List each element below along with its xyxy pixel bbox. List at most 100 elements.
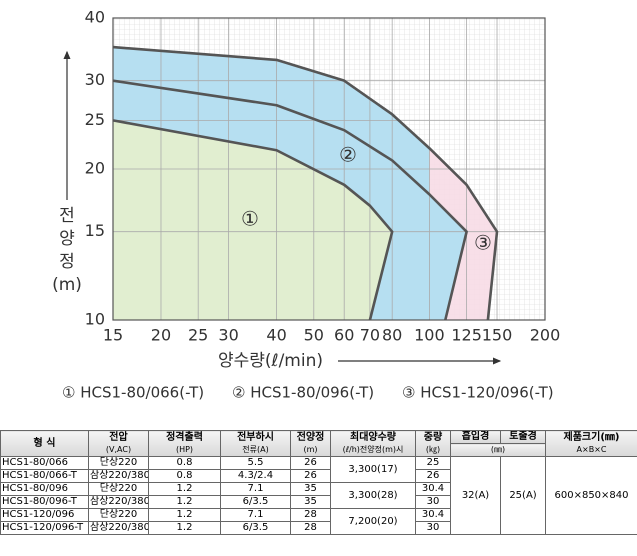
header-title: 전부하시 [237,431,274,443]
table-cell: 32(A) [450,456,501,535]
y-tick-label: 10 [85,310,105,329]
y-tick-label: 20 [85,159,105,178]
model-name: HCS1-120/096 [0,508,89,522]
model-name: HCS1-80/096-T [0,495,89,509]
model-name: HCS1-80/096 [0,482,89,496]
curve [112,45,499,321]
header-title: 토출경 [509,431,537,443]
header-unit: (㎏) [425,444,441,454]
header-title: 전양정 [296,431,325,443]
table-cell: 26 [290,456,331,470]
table-cell: 삼상220/380 [88,495,149,509]
header-title: 최대양수량 [350,431,396,443]
table-cell: 3,300(28) [330,482,416,509]
table-cell: 단상220 [88,482,149,496]
x-tick-label: 60 [334,326,354,345]
table-cell: 0.8 [148,456,221,470]
y-tick-label: 30 [85,70,105,89]
x-axis-label: 양수량(ℓ/min) [218,351,323,371]
table-cell: 1.2 [148,482,221,496]
table-cell: 25(A) [500,456,546,535]
x-tick-label: 50 [304,326,324,345]
model-name: HCS1-80/066-T [0,469,89,483]
header-title: 형 식 [33,437,56,449]
table-cell: 6/3.5 [220,495,291,509]
x-tick-label: 40 [266,326,286,345]
plot-border [112,17,546,321]
curve [112,79,468,321]
header-title: 흡입경 [461,431,490,443]
table-cell: 삼상220/380 [88,521,149,535]
header-cell: 형 식 [0,430,89,457]
header-title: 정격출력 [166,431,203,443]
header-cell: 전압 (V,AC) [88,430,149,457]
spec-table: 형 식 전압 (V,AC) 정격출력 (HP) 전부하시 전류(A) 전양정 (m) 최대양수량(… [0,430,637,535]
table-cell: 단상220 [88,456,149,470]
y-tick-label: 25 [85,110,105,129]
table-cell: 600×850×840 [545,456,637,535]
table-cell: 0.8 [148,469,221,483]
legend-entry: ③ HCS1-120/096(-T) [402,384,554,402]
x-tick-label: 150 [482,326,513,345]
legend-entry: ② HCS1-80/096(-T) [232,384,374,402]
table-cell: 30 [415,495,451,509]
table-cell: 4.3/2.4 [220,469,291,483]
x-tick-label: 30 [218,326,238,345]
header-unit: (ℓ/h)전양정(m)시 [342,444,404,454]
table-cell: 30.4 [415,482,451,496]
table-cell: 35 [290,495,331,509]
table-cell: 35 [290,482,331,496]
x-tick-label: 200 [530,326,561,345]
table-cell: 28 [290,508,331,522]
table-cell: 1.2 [148,508,221,522]
header-title: 전압 [109,431,128,443]
header-cell: 흡입경 [450,430,501,444]
x-tick-label: 25 [188,326,208,345]
table-cell: 7.1 [220,482,291,496]
table-cell: 26 [415,469,451,483]
y-tick-label: 15 [85,221,105,240]
header-cell: 토출경 [500,430,546,444]
header-cell: 중량 (㎏) [415,430,451,457]
header-unit: 전류(A) [242,444,269,454]
y-axis-label: 전 [59,206,75,226]
area-band [113,47,430,195]
table-cell: 단상220 [88,508,149,522]
table-cell: 30 [415,521,451,535]
header-unit: A×B×C [576,444,607,454]
table-cell: 6/3.5 [220,521,291,535]
header-cell: 최대양수량 (ℓ/h)전양정(m)시 [330,430,416,457]
table-cell: 25 [415,456,451,470]
x-tick-label: 80 [382,326,402,345]
model-name: HCS1-120/096-T [0,521,89,535]
header-cell: 정격출력 (HP) [148,430,221,457]
header-title: 중량 [423,431,443,443]
table-cell: 삼상220/380 [88,469,149,483]
table-cell: 1.2 [148,521,221,535]
x-tick-label: 100 [414,326,445,345]
table-cell: 28 [290,521,331,535]
x-tick-label: 125 [451,326,482,345]
table-cell: 30.4 [415,508,451,522]
header-unit: (HP) [175,444,194,454]
curve-label: ① [241,207,259,231]
area-fill [113,120,393,320]
header-unit: (㎜) [450,443,546,457]
x-tick-label: 15 [103,326,123,345]
header-title: 제품크기(㎜) [563,431,620,443]
header-cell: 전부하시 전류(A) [220,430,291,457]
curve-label: ③ [474,231,492,255]
table-cell: 26 [290,469,331,483]
y-axis-label: 정 [59,252,75,272]
x-tick-label: 70 [360,326,380,345]
y-axis-label: 양 [59,229,75,249]
curve-label: ② [339,143,357,167]
table-cell: 1.2 [148,495,221,509]
header-cell: 전양정 (m) [290,430,331,457]
y-axis-label: (m) [52,275,82,295]
model-name: HCS1-80/066 [0,456,89,470]
table-cell: 5.5 [220,456,291,470]
curve [112,119,394,321]
